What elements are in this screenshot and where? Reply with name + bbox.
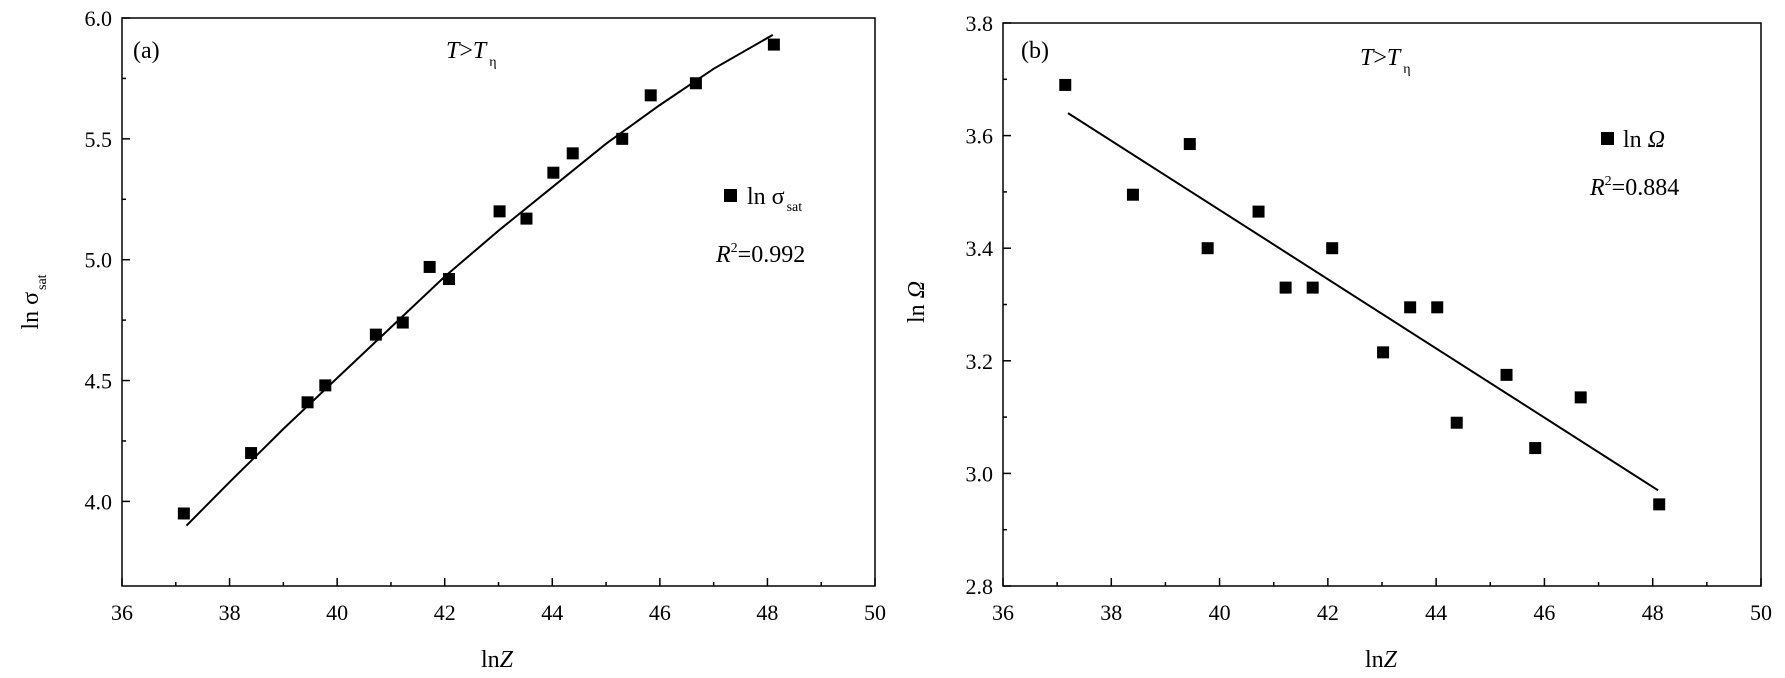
x-tick-label: 50 <box>1750 600 1772 625</box>
x-tick-label: 50 <box>864 600 886 625</box>
x-tick-label: 36 <box>111 600 133 625</box>
y-tick-label: 4.5 <box>85 369 113 394</box>
data-point <box>767 38 780 51</box>
x-tick-label: 44 <box>541 600 563 625</box>
data-point <box>689 77 702 90</box>
y-tick-label: 3.8 <box>966 11 994 36</box>
y-axis-label-b: ln Ω <box>904 281 930 323</box>
y-tick-label: 3.6 <box>966 124 994 149</box>
data-point <box>1306 281 1319 294</box>
data-point <box>1126 188 1139 201</box>
fit-line-b <box>1067 112 1659 492</box>
x-tick-label: 46 <box>1533 600 1555 625</box>
x-tick-label: 44 <box>1425 600 1447 625</box>
legend-marker-b <box>1601 132 1614 145</box>
y-tick-label: 6.0 <box>85 6 113 31</box>
data-point <box>423 260 436 273</box>
data-point <box>1450 416 1463 429</box>
data-point <box>1252 205 1265 218</box>
legend-label-b: ln Ω <box>1623 127 1665 153</box>
y-ticks-b: 2.8 3.0 3.2 3.4 3.6 3.8 <box>966 11 1011 599</box>
data-points-a <box>177 38 780 520</box>
data-point <box>1431 301 1444 314</box>
data-point <box>1574 391 1587 404</box>
x-axis-label-b: lnZ <box>1365 647 1398 673</box>
condition-a: T>T η <box>446 38 497 70</box>
x-ticks-a: 36 38 40 42 44 46 48 50 <box>111 578 886 625</box>
x-tick-label: 38 <box>219 600 241 625</box>
data-point <box>245 447 258 460</box>
data-point <box>1326 242 1339 255</box>
y-tick-label: 4.0 <box>85 489 113 514</box>
data-point <box>177 507 190 520</box>
data-point <box>616 132 629 145</box>
plot-frame-a <box>121 17 876 587</box>
x-tick-label: 42 <box>1317 600 1339 625</box>
x-tick-label: 46 <box>649 600 671 625</box>
data-point <box>493 205 506 218</box>
data-point <box>547 166 560 179</box>
y-tick-label: 2.8 <box>966 574 994 599</box>
panel-label-a: (a) <box>133 38 160 64</box>
data-point <box>1183 138 1196 151</box>
x-tick-label: 48 <box>756 600 778 625</box>
data-point <box>319 379 332 392</box>
data-point <box>1377 346 1390 359</box>
data-point <box>1500 368 1513 381</box>
x-tick-label: 48 <box>1642 600 1664 625</box>
data-point <box>301 396 314 409</box>
x-tick-label: 38 <box>1100 600 1122 625</box>
y-tick-label: 5.0 <box>85 248 113 273</box>
x-axis-label-a: lnZ <box>481 647 514 673</box>
condition-b: T>T η <box>1360 45 1411 77</box>
plot-frame-b <box>1002 22 1762 587</box>
x-tick-label: 40 <box>326 600 348 625</box>
r-squared-b: R2=0.884 <box>1589 174 1679 201</box>
data-point <box>1404 301 1417 314</box>
data-point <box>1059 78 1072 91</box>
data-point <box>443 273 456 286</box>
y-axis-label-a: ln σsat <box>18 274 50 329</box>
fit-line <box>1067 112 1659 492</box>
data-point <box>1653 498 1666 511</box>
data-points-b <box>1059 78 1666 511</box>
data-point <box>1279 281 1292 294</box>
legend-label-a: ln σ sat <box>747 184 802 215</box>
fit-curve-a <box>185 34 774 527</box>
data-point <box>1201 242 1214 255</box>
data-point <box>566 147 579 160</box>
x-tick-label: 42 <box>434 600 456 625</box>
legend-marker-a <box>724 189 737 202</box>
fit-line <box>185 34 774 527</box>
y-tick-label: 3.2 <box>966 349 994 374</box>
y-tick-label: 3.0 <box>966 461 994 486</box>
data-point <box>520 212 533 225</box>
data-point <box>1529 442 1542 455</box>
panel-a: 36 38 40 42 44 46 48 50 4.0 4.5 5.0 5.5 6.0 (a) T>T… <box>18 6 886 673</box>
x-tick-label: 40 <box>1209 600 1231 625</box>
y-tick-label: 5.5 <box>85 127 113 152</box>
data-point <box>644 89 657 102</box>
x-ticks-b: 36 38 40 42 44 46 48 50 <box>992 578 1772 625</box>
panel-b: 36 38 40 42 44 46 48 50 2.83.03.23.43.63.8 (b) … <box>904 11 1772 673</box>
data-point <box>396 316 409 329</box>
panel-label-b: (b) <box>1021 38 1049 64</box>
x-tick-label: 36 <box>992 600 1014 625</box>
r-squared-a: R2=0.992 <box>715 241 805 268</box>
y-tick-label: 3.4 <box>966 236 994 261</box>
y-ticks-a: 4.0 4.5 5.0 5.5 6.0 <box>85 6 130 514</box>
data-point <box>369 328 382 341</box>
